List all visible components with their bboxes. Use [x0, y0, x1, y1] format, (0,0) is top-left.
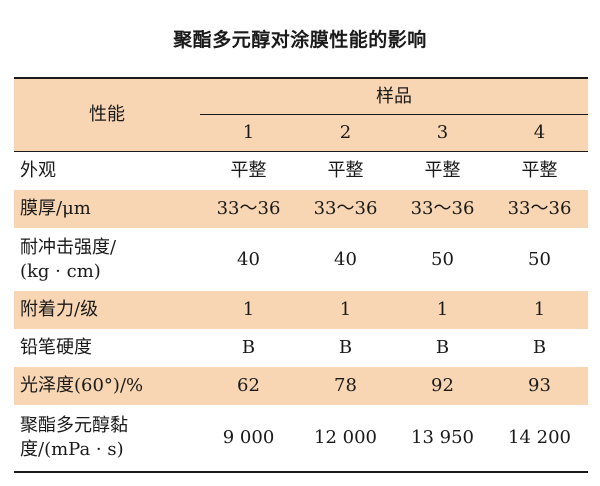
- row-label: 外观: [20, 160, 56, 181]
- table-cell: 平整: [230, 160, 267, 181]
- table-cell: 平整: [521, 160, 558, 181]
- table-row-viscosity: 聚酯多元醇黏 度/(mPa · s) 9 000 12 000 13 950 14…: [14, 405, 588, 473]
- table-row-impact-strength: 耐冲击强度/(kg · cm) 40 40 50 50: [14, 228, 588, 291]
- table-header-row: 性能 样品: [14, 77, 588, 152]
- sample-id: 1: [200, 114, 297, 152]
- table-cell: B: [338, 337, 353, 358]
- table-row-pencil-hardness: 铅笔硬度 B B B B: [14, 329, 588, 367]
- table-cell: 33～36: [297, 190, 394, 228]
- table-cell: 93: [491, 367, 588, 405]
- row-label: 铅笔硬度: [20, 337, 92, 358]
- row-label-line: (kg · cm): [20, 260, 101, 282]
- table-cell: 1: [394, 291, 491, 329]
- table-cell: 12 000: [297, 405, 394, 473]
- table-cell: 1: [200, 291, 297, 329]
- table-row-gloss: 光泽度(60°)/% 62 78 92 93: [14, 367, 588, 405]
- row-label: 光泽度(60°)/%: [14, 367, 200, 405]
- sample-id: 3: [394, 114, 491, 152]
- table-row-appearance: 外观 平整 平整 平整 平整: [14, 152, 588, 191]
- table-cell: 14 200: [491, 405, 588, 473]
- table-cell: 平整: [327, 160, 364, 181]
- row-label-line: 度/(mPa · s): [20, 439, 124, 460]
- table-cell: 1: [491, 291, 588, 329]
- sample-id: 2: [297, 114, 394, 152]
- table-cell: B: [532, 337, 547, 358]
- table-cell: 62: [200, 367, 297, 405]
- row-label-line: 聚酯多元醇黏: [20, 415, 128, 436]
- table-cell: 40: [237, 248, 260, 270]
- table-cell: 13 950: [394, 405, 491, 473]
- table-cell: 平整: [424, 160, 461, 181]
- table-title: 聚酯多元醇对涂膜性能的影响: [173, 29, 427, 51]
- table-cell: 50: [528, 248, 551, 270]
- table-cell: B: [241, 337, 256, 358]
- table-cell: 33～36: [491, 190, 588, 228]
- table-cell: 33～36: [394, 190, 491, 228]
- row-label-line: 耐冲击强度/: [20, 236, 117, 258]
- table-cell: B: [435, 337, 450, 358]
- sample-header: 样品: [200, 77, 588, 115]
- table-cell: 40: [334, 248, 357, 270]
- table-cell: 9 000: [200, 405, 297, 473]
- sample-id-row: 1 2 3 4: [14, 114, 588, 152]
- row-label: 膜厚/μm: [14, 190, 200, 228]
- row-label: 耐冲击强度/(kg · cm): [14, 228, 200, 291]
- row-label: 附着力/级: [14, 291, 200, 329]
- performance-table: 性能 样品 1 2 3 4 外观 平整 平整 平整 平整 膜厚/μm 33～36…: [14, 77, 588, 473]
- table-cell: 78: [297, 367, 394, 405]
- table-cell: 50: [431, 248, 454, 270]
- property-header: 性能: [14, 77, 200, 152]
- table-cell: 92: [394, 367, 491, 405]
- table-cell: 1: [297, 291, 394, 329]
- table-row-adhesion: 附着力/级 1 1 1 1: [14, 291, 588, 329]
- table-row-film-thickness: 膜厚/μm 33～36 33～36 33～36 33～36: [14, 190, 588, 228]
- sample-id: 4: [491, 114, 588, 152]
- table-cell: 33～36: [200, 190, 297, 228]
- row-label: 聚酯多元醇黏 度/(mPa · s): [14, 405, 200, 473]
